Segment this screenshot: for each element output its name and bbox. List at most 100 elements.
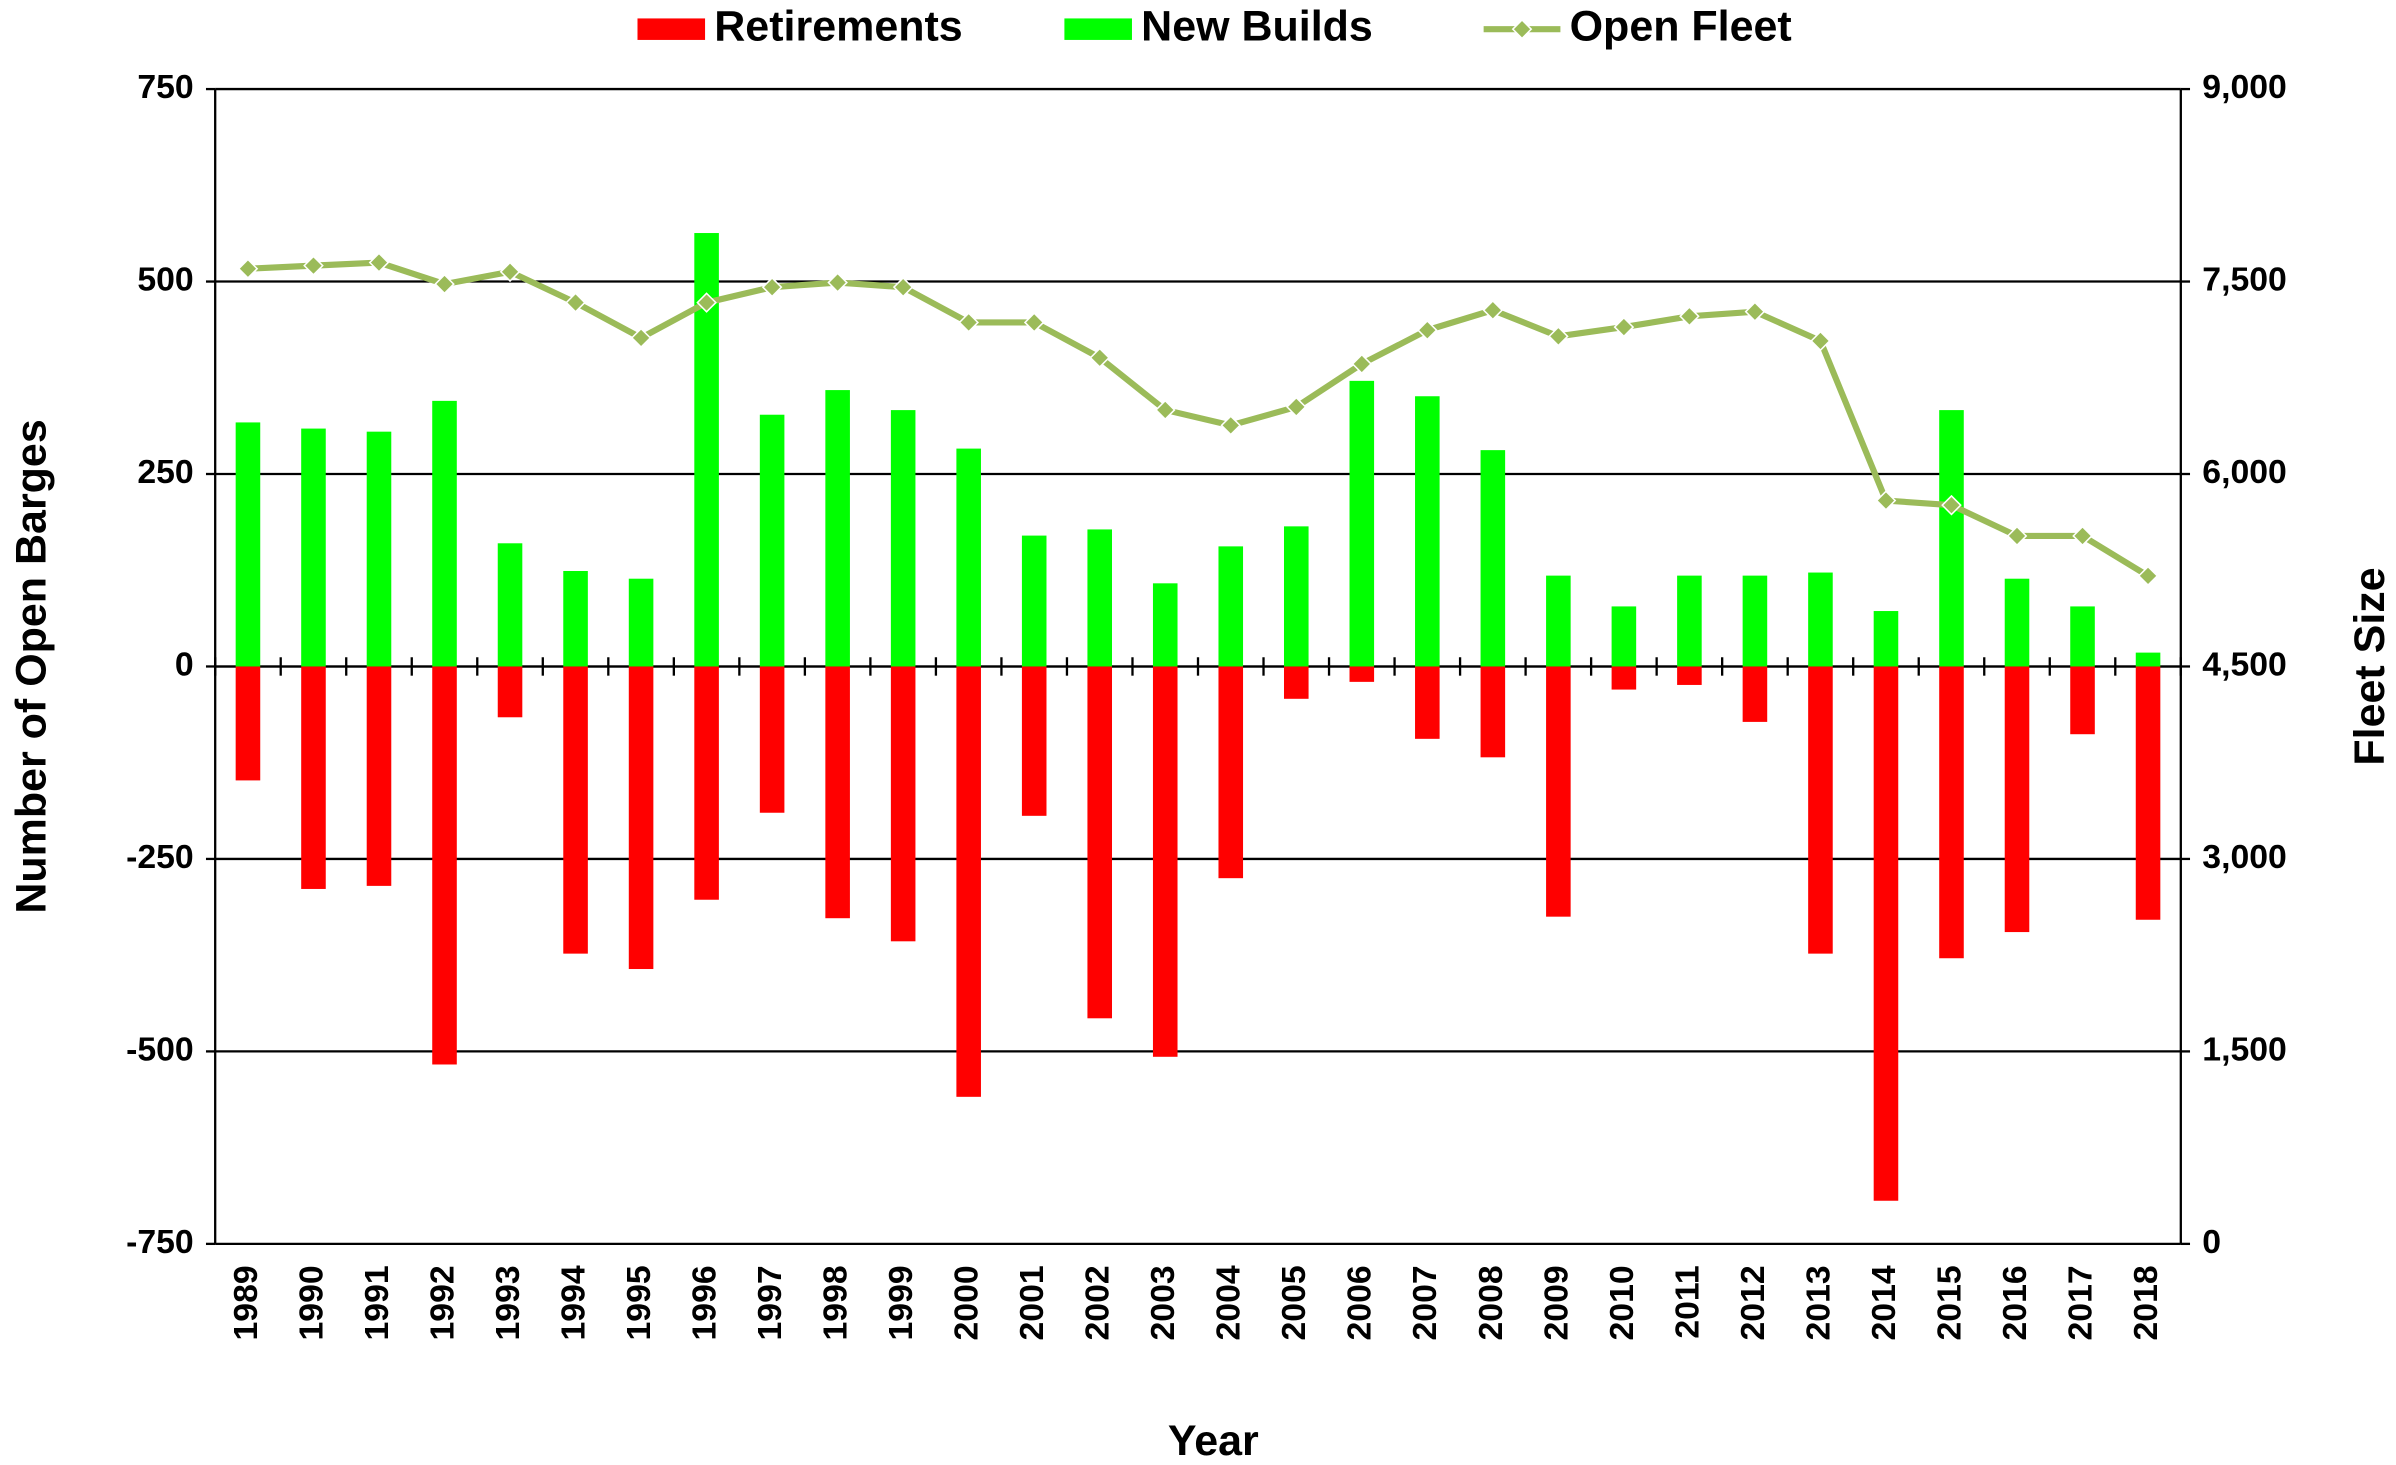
bar (1349, 666, 1375, 682)
x-tick-label: 2003 (1144, 1265, 1182, 1340)
line-marker (1875, 490, 1897, 511)
line-marker (434, 273, 455, 295)
bar (1415, 666, 1440, 739)
bar (825, 390, 850, 667)
y2-tick-label: 1,500 (2202, 1030, 2287, 1068)
x-tick-label: 2004 (1210, 1265, 1248, 1340)
bar (1218, 546, 1244, 667)
y2-tick-label: 0 (2202, 1223, 2221, 1261)
bar (759, 666, 785, 813)
bar (1873, 666, 1899, 1201)
bar (1742, 575, 1768, 667)
x-tick-label: 2018 (2127, 1265, 2165, 1340)
bar (1939, 410, 1964, 667)
bar (1480, 450, 1506, 667)
y-axis-label: Number of Open Barges (7, 419, 55, 913)
line-marker (1220, 415, 1242, 436)
bar (1021, 666, 1047, 816)
bar (1480, 666, 1506, 758)
bar (890, 410, 916, 667)
x-tick-label: 1995 (620, 1265, 658, 1340)
legend-label: New Builds (1141, 3, 1373, 51)
bar (1283, 666, 1309, 699)
bar (301, 666, 326, 889)
line-marker (1482, 299, 1504, 321)
x-tick-label: 1999 (882, 1265, 920, 1340)
bar (956, 448, 981, 667)
line-marker (892, 276, 914, 298)
y-tick-label: 500 (137, 260, 193, 298)
line-marker (630, 327, 652, 349)
bar (2070, 666, 2095, 735)
line-marker (2137, 565, 2159, 587)
line-marker (303, 255, 324, 276)
x-tick-label: 2015 (1930, 1265, 1968, 1340)
y2-tick-label: 3,000 (2202, 838, 2287, 876)
bar (2135, 652, 2161, 667)
bar (694, 666, 719, 900)
bar (497, 666, 523, 718)
x-tick-label: 1990 (292, 1265, 330, 1340)
x-tick-label: 1994 (554, 1265, 592, 1340)
line-marker (1417, 319, 1438, 341)
x-tick-label: 2008 (1472, 1265, 1510, 1340)
legend-label: Retirements (714, 3, 962, 51)
legend-swatch (1511, 18, 1533, 40)
y2-tick-label: 7,500 (2202, 260, 2287, 298)
y-tick-label: -500 (126, 1030, 194, 1068)
bar (366, 666, 392, 886)
bar (1939, 666, 1964, 959)
x-tick-label: 1997 (751, 1265, 789, 1340)
bar (235, 422, 261, 667)
line-marker (958, 312, 979, 333)
bar (759, 414, 785, 667)
line-marker (1744, 301, 1766, 322)
line-marker (761, 276, 783, 298)
x-tick-label: 1993 (489, 1265, 527, 1340)
bar (1677, 666, 1702, 685)
line (247, 259, 2150, 579)
line-marker (1810, 330, 1831, 352)
bar (1152, 583, 1178, 667)
x-tick-label: 2012 (1734, 1265, 1772, 1340)
x-tick-label: 2014 (1865, 1265, 1903, 1340)
x-tick-label: 1998 (817, 1265, 855, 1340)
y-tick-label: 250 (137, 453, 193, 491)
x-tick-label: 2016 (1996, 1265, 2034, 1340)
y-tick-label: 750 (137, 68, 193, 106)
bar (563, 571, 588, 667)
bar (1087, 666, 1113, 1019)
bar (235, 666, 261, 781)
x-tick-label: 2000 (948, 1265, 986, 1340)
bar (825, 666, 850, 919)
legend-swatch (1064, 18, 1132, 40)
bar (1677, 575, 1702, 667)
y-tick-label: 0 (175, 645, 194, 683)
line-marker (237, 258, 259, 280)
bar (1283, 526, 1309, 667)
bar (2070, 606, 2095, 667)
line-marker (1613, 316, 1635, 338)
bar (1415, 396, 1440, 667)
y2-tick-label: 9,000 (2202, 68, 2287, 106)
bar (2135, 666, 2161, 920)
bar (628, 666, 654, 970)
bar (1611, 606, 1637, 667)
bar (301, 428, 326, 667)
line-marker (1089, 347, 1111, 369)
bar (2004, 578, 2030, 667)
line-marker (1679, 306, 1700, 327)
bar (1873, 611, 1899, 667)
bar (1087, 529, 1113, 667)
bar (1152, 666, 1178, 1057)
bar (1218, 666, 1244, 879)
line-marker (1154, 399, 1176, 421)
legend-label: Open Fleet (1570, 3, 1792, 51)
x-axis-label: Year (1168, 1417, 1259, 1465)
x-tick-label: 2009 (1537, 1265, 1575, 1340)
bar (1546, 575, 1571, 667)
line-marker (1285, 396, 1307, 418)
line-marker (827, 272, 848, 293)
bar (890, 666, 916, 942)
